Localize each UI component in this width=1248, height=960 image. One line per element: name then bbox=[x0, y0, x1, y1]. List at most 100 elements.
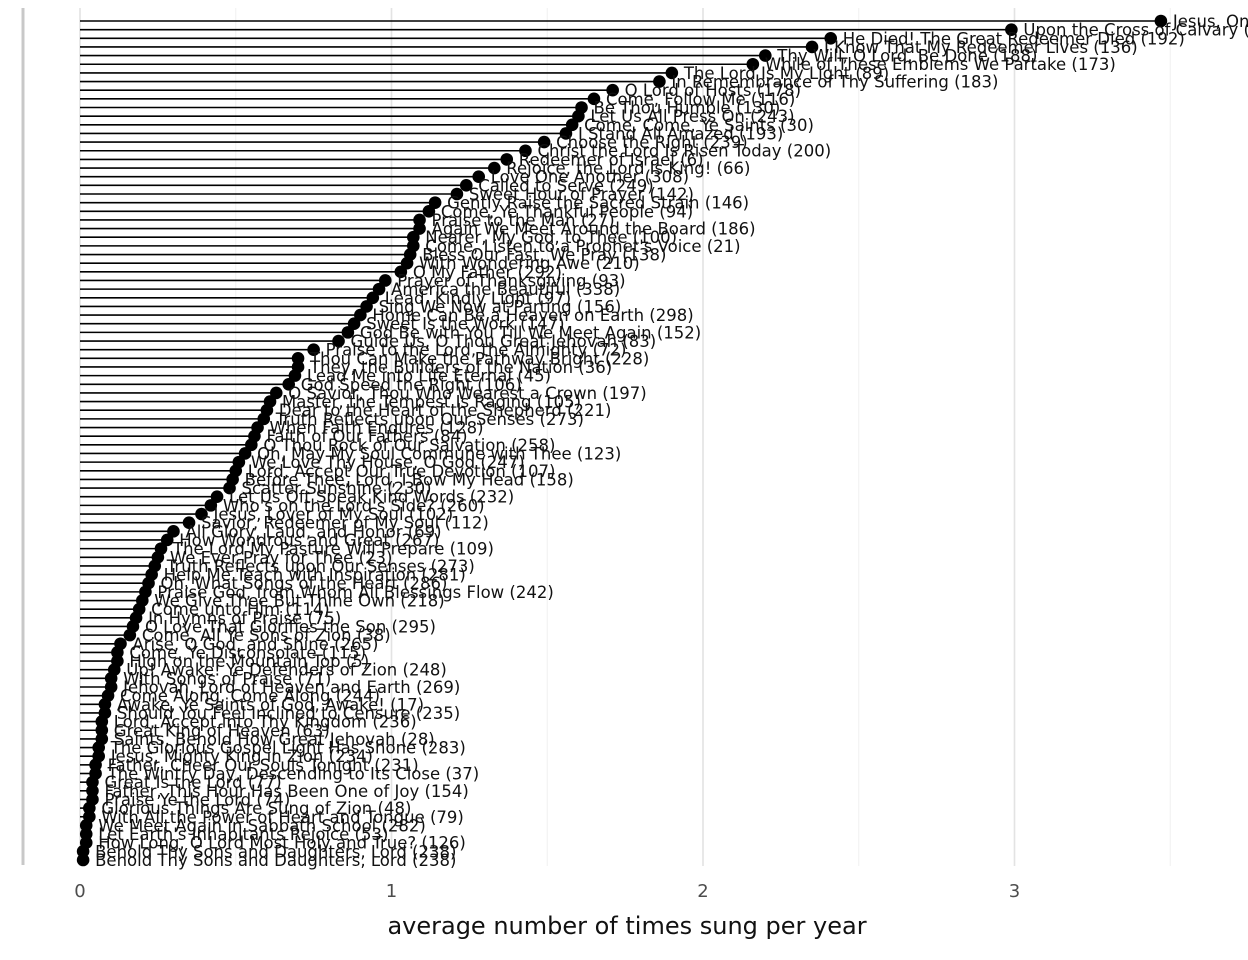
lollipop-dot bbox=[257, 412, 271, 426]
point-label: We Meet Again in Sabbath School (282) bbox=[98, 816, 426, 835]
point-label: Oh, What Songs of the Heart (286) bbox=[161, 574, 448, 593]
point-label: Should You Feel Inclined to Censure (235… bbox=[117, 704, 460, 723]
lollipop-dot bbox=[537, 135, 551, 149]
point-label: We Ever Pray for Thee (23) bbox=[170, 548, 393, 567]
point-label: In Remembrance of Thy Suffering (183) bbox=[671, 73, 998, 92]
point-label: Dear to the Heart of the Shepherd (221) bbox=[279, 401, 612, 420]
lollipop-dot bbox=[472, 170, 486, 183]
point-label: Again We Meet Around the Board (186) bbox=[432, 220, 756, 239]
point-label: O Lord of Hosts (178) bbox=[625, 81, 801, 100]
lollipop-dot bbox=[759, 49, 772, 62]
point-label: Prayer of Thanksgiving (93) bbox=[397, 271, 625, 290]
point-label: The Lord Is My Light (89) bbox=[683, 64, 889, 83]
lollipop-dot bbox=[372, 282, 386, 296]
point-label: Praise to the Man (27) bbox=[432, 211, 615, 230]
point-label: Jehovah, Lord of Heaven and Earth (269) bbox=[122, 678, 460, 697]
lollipop-dot bbox=[572, 109, 585, 123]
lollipop-dot bbox=[413, 213, 426, 227]
point-label: Come, Follow Me (116) bbox=[606, 90, 795, 109]
point-label: In Hymns of Praise (75) bbox=[148, 609, 341, 628]
point-label: O Savior, Thou Who Wearest a Crown (197) bbox=[288, 384, 646, 403]
point-label: How Wondrous and Great (267) bbox=[179, 531, 439, 550]
point-label: The Glorious Gospel Light Has Shone (283… bbox=[110, 739, 466, 758]
point-label: Let Us Oft Speak Kind Words (232) bbox=[229, 488, 514, 507]
lollipop-dot bbox=[824, 31, 838, 45]
lollipop-dot bbox=[1154, 14, 1168, 28]
point-label: With Songs of Praise (71) bbox=[123, 669, 331, 688]
point-label: Let Us All Press On (243) bbox=[590, 107, 794, 126]
point-labels: Jesus, Once of Humble Birth (196)Upon th… bbox=[95, 12, 1248, 870]
point-label: The Lord My Pasture Will Prepare (109) bbox=[172, 540, 494, 559]
lollipop-dot bbox=[291, 352, 305, 365]
point-label: Bless Our Fast, We Pray (138) bbox=[422, 246, 666, 265]
point-label: When Faith Endures (128) bbox=[270, 419, 484, 438]
point-label: O Thou Rock of Our Salvation (258) bbox=[263, 436, 555, 455]
point-label: Sweet Hour of Prayer (142) bbox=[469, 185, 694, 204]
lollipop-dot bbox=[805, 40, 819, 54]
lollipop-dot bbox=[559, 127, 573, 140]
point-label: O Love That Glorifies the Son (295) bbox=[145, 617, 436, 636]
lollipop-dot bbox=[182, 516, 196, 529]
point-label: All Glory, Laud, and Honor (69) bbox=[185, 522, 441, 541]
point-label: I Stand All Amazed (193) bbox=[578, 124, 783, 143]
lollipop-dot bbox=[123, 628, 137, 642]
point-label: How Long, O Lord Most Holy and True? (12… bbox=[98, 834, 466, 853]
lollipop-dot bbox=[76, 853, 90, 867]
lollipop-dot bbox=[282, 377, 296, 391]
lollipop-dot bbox=[407, 230, 420, 244]
point-label: Come Along, Come Along (244) bbox=[120, 687, 380, 706]
point-label: Lord, Accept into Thy Kingdom (236) bbox=[114, 713, 417, 732]
point-label: Awake, Ye Saints of God, Awake! (17) bbox=[117, 695, 424, 714]
x-tick-label: 3 bbox=[1009, 881, 1020, 902]
point-label: Be Thou Humble (130) bbox=[594, 98, 781, 117]
point-label: Saints, Behold How Great Jehovah (28) bbox=[114, 730, 435, 749]
point-label: Praise God, from Whom All Blessings Flow… bbox=[157, 583, 553, 602]
lollipop-dot bbox=[76, 845, 90, 858]
point-label: Lead Me into Life Eternal (45) bbox=[307, 367, 551, 386]
point-label: Upon the Cross of Calvary (184) bbox=[1023, 21, 1248, 40]
point-label: Great Is the Lord (77) bbox=[104, 773, 281, 792]
lollipop-dot bbox=[307, 343, 320, 356]
point-label: Who's on the Lord's Side? (260) bbox=[223, 496, 485, 515]
point-label: Come, Come, Ye Saints (30) bbox=[584, 116, 814, 135]
lollipop-dot bbox=[86, 775, 99, 789]
point-label: Lead, Kindly Light (97) bbox=[385, 289, 571, 308]
lollipop-dot bbox=[104, 672, 118, 685]
point-label: Gently Raise the Sacred Strain (146) bbox=[447, 194, 749, 213]
lollipop-dot bbox=[347, 317, 361, 331]
lollipop-dot bbox=[204, 499, 218, 512]
point-label: Come, Listen to a Prophet's Voice (21) bbox=[425, 237, 740, 256]
lollipop-dot bbox=[519, 144, 532, 158]
point-label: Faith of Our Fathers (84) bbox=[266, 427, 467, 446]
lollipop-dot bbox=[413, 222, 426, 235]
x-tick-label: 1 bbox=[386, 881, 397, 902]
lollipop-dot bbox=[195, 507, 208, 521]
point-label: Jesus, Mighty King in Zion (234) bbox=[110, 747, 373, 766]
lollipop-dot bbox=[95, 723, 109, 737]
lollipop-dot bbox=[587, 92, 601, 106]
point-label: He Died! The Great Redeemer Died (192) bbox=[843, 29, 1185, 48]
point-label: Behold Thy Sons and Daughters, Lord (238… bbox=[95, 842, 456, 861]
point-label: Arise, O God, and Shine (265) bbox=[132, 635, 378, 654]
point-label: Come, All Ye Sons of Zion (38) bbox=[142, 626, 391, 645]
lollipop-dot bbox=[111, 646, 124, 659]
lollipop-dot bbox=[86, 784, 99, 798]
point-label: Let Earth's Inhabitants Rejoice (53) bbox=[98, 825, 388, 844]
point-label: They, the Builders of the Nation (36) bbox=[309, 358, 612, 377]
lollipop-dot bbox=[92, 741, 105, 754]
point-label: Lord, Accept Our True Devotion (107) bbox=[248, 462, 556, 481]
point-label: O My Father (292) bbox=[413, 263, 562, 282]
lollipop-dot bbox=[360, 300, 373, 313]
lollipop-dot bbox=[428, 196, 442, 209]
lollipop-dot bbox=[223, 481, 236, 495]
point-label: Thy Will, O Lord, Be Done (188) bbox=[776, 47, 1037, 66]
lollipop-dot bbox=[653, 75, 666, 88]
lollipop-dot bbox=[210, 490, 224, 504]
point-label: Praise Ye the Lord (74) bbox=[104, 790, 290, 809]
point-label: God Be with You Till We Meet Again (152) bbox=[360, 323, 701, 342]
lollipop-dot bbox=[269, 386, 283, 400]
point-label: Help Me Teach with Inspiration (281) bbox=[164, 566, 466, 585]
lollipop-dot bbox=[500, 153, 514, 166]
point-label: Come, Ye Disconsolate (115) bbox=[129, 643, 366, 662]
lollipop-dot bbox=[565, 118, 579, 132]
